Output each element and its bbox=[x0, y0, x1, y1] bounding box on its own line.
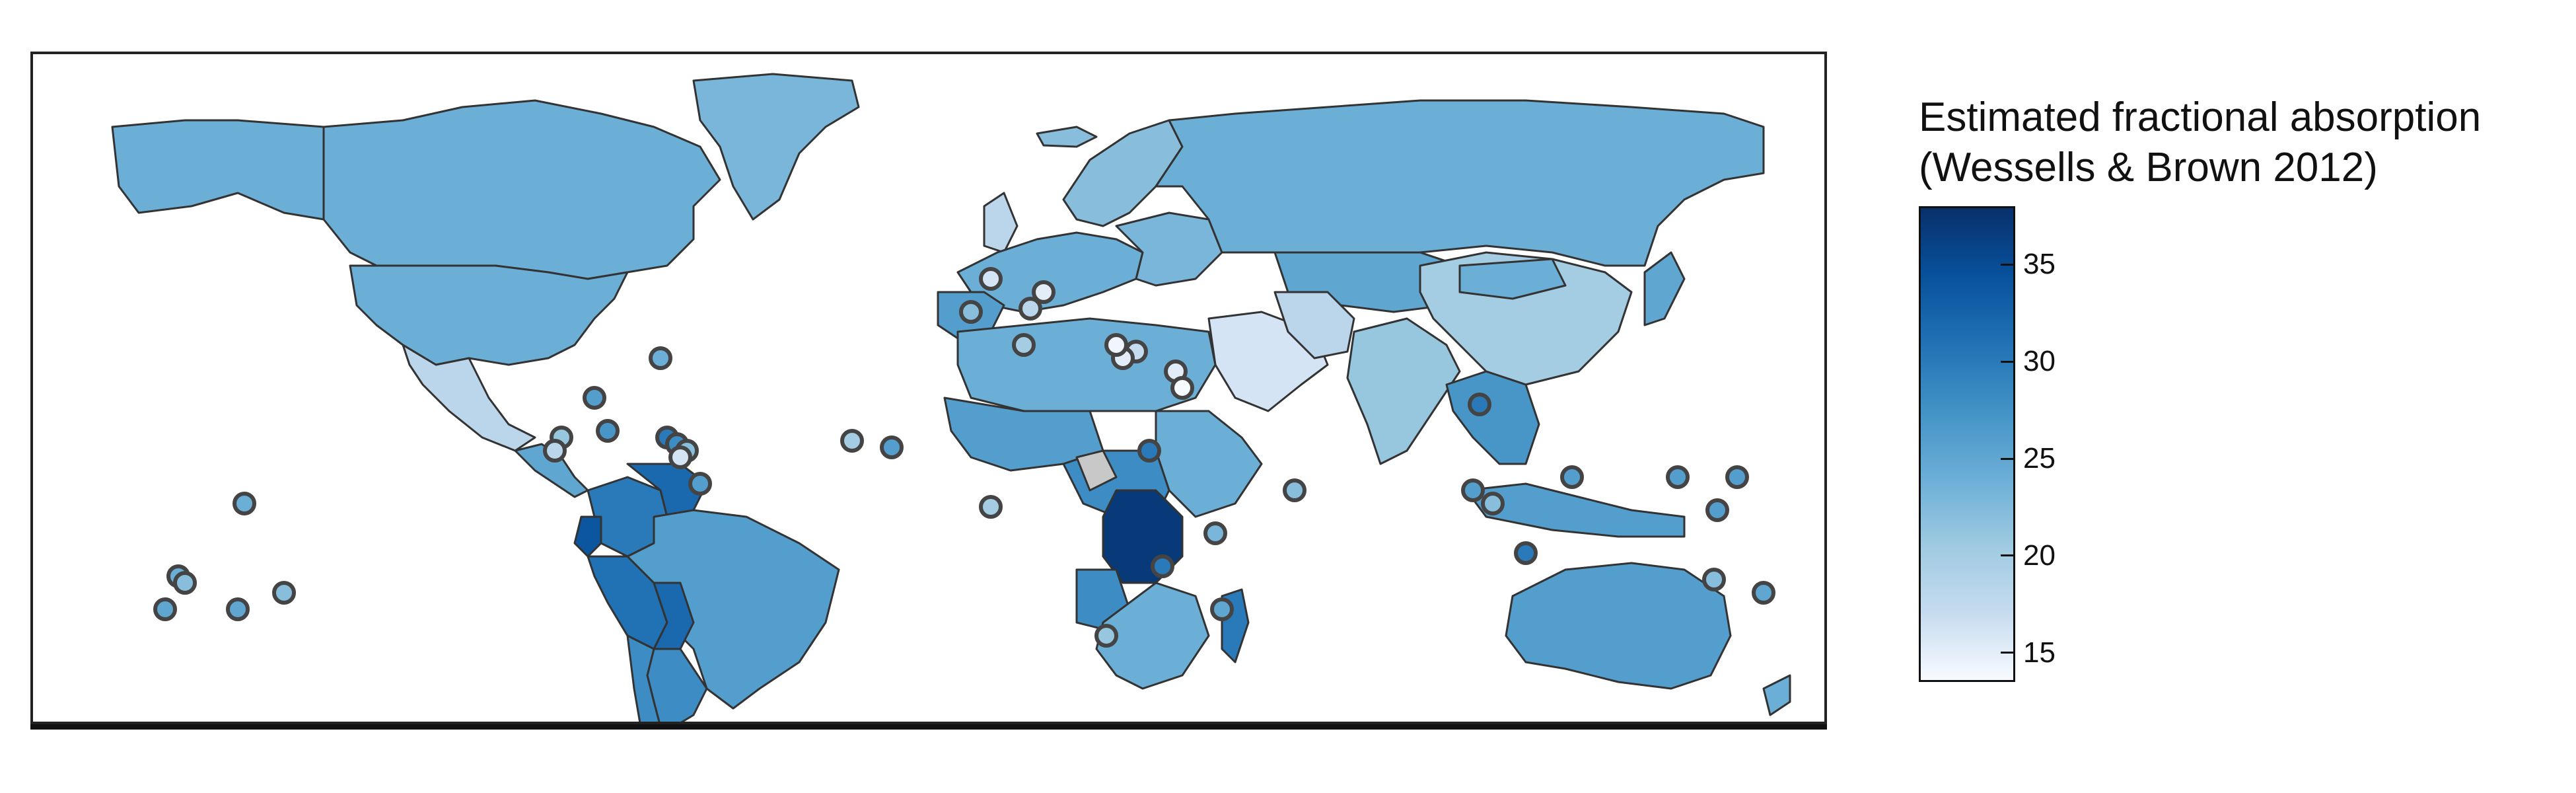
country-canada bbox=[322, 99, 721, 280]
island-marker bbox=[1752, 581, 1775, 605]
colorbar-tick-label: 25 bbox=[2023, 442, 2056, 475]
island-marker bbox=[880, 435, 904, 459]
country-no-data bbox=[1075, 449, 1118, 492]
colorbar-tick-label: 30 bbox=[2023, 345, 2056, 378]
island-marker bbox=[226, 597, 250, 621]
country-new-zealand bbox=[1762, 674, 1791, 716]
country-usa bbox=[349, 264, 629, 366]
island-marker bbox=[1514, 541, 1538, 565]
map-bottom-border bbox=[30, 724, 1827, 730]
country-alaska bbox=[111, 119, 325, 221]
island-marker bbox=[1203, 521, 1227, 545]
island-marker bbox=[1032, 280, 1055, 304]
island-marker bbox=[596, 419, 620, 443]
island-marker bbox=[979, 495, 1003, 519]
island-marker bbox=[668, 445, 692, 469]
island-marker bbox=[1461, 478, 1485, 502]
country-mexico bbox=[402, 344, 536, 452]
legend-title-line-2: (Wessells & Brown 2012) bbox=[1919, 145, 2378, 190]
island-marker bbox=[1666, 465, 1690, 489]
country-layer bbox=[111, 73, 1791, 722]
map-panel bbox=[30, 52, 1827, 724]
island-marker bbox=[1137, 439, 1161, 463]
country-southern-africa bbox=[1095, 582, 1210, 690]
island-marker bbox=[1468, 393, 1491, 416]
country-iran bbox=[1273, 291, 1355, 359]
island-marker bbox=[233, 492, 256, 515]
colorbar bbox=[1919, 206, 2015, 682]
island-marker bbox=[979, 267, 1003, 291]
colorbar-tick-label: 35 bbox=[2023, 248, 2056, 281]
country-southeast-asia bbox=[1445, 370, 1540, 465]
country-iceland bbox=[1036, 126, 1098, 148]
colorbar-tick-label: 15 bbox=[2023, 636, 2056, 669]
island-marker bbox=[1481, 492, 1505, 515]
country-australia bbox=[1505, 562, 1732, 690]
island-marker bbox=[840, 429, 864, 453]
island-marker bbox=[272, 581, 296, 605]
island-marker bbox=[1012, 333, 1036, 357]
island-marker bbox=[1283, 478, 1306, 502]
country-russia bbox=[1155, 99, 1765, 267]
country-chile bbox=[626, 634, 661, 722]
country-indonesia bbox=[1465, 482, 1686, 538]
country-brazil bbox=[626, 509, 840, 710]
island-marker bbox=[153, 597, 177, 621]
country-east-europe bbox=[1115, 211, 1223, 287]
island-marker bbox=[1170, 376, 1194, 400]
island-marker bbox=[173, 571, 197, 595]
country-east-africa bbox=[1155, 410, 1263, 518]
island-marker bbox=[583, 386, 606, 410]
world-map bbox=[111, 73, 1791, 722]
island-marker bbox=[1104, 333, 1128, 357]
island-marker bbox=[1210, 597, 1234, 621]
island-marker bbox=[959, 300, 983, 324]
island-marker bbox=[1151, 554, 1174, 578]
island-markers bbox=[153, 267, 1775, 648]
country-ecuador bbox=[573, 515, 602, 558]
country-india bbox=[1346, 317, 1461, 465]
legend-title: Estimated fractional absorption (Wessell… bbox=[1919, 93, 2481, 193]
island-marker bbox=[543, 439, 567, 463]
country-japan bbox=[1643, 251, 1686, 326]
island-marker bbox=[1560, 465, 1584, 489]
colorbar-tick-label: 20 bbox=[2023, 539, 2056, 572]
island-marker bbox=[1702, 568, 1726, 591]
country-uk bbox=[983, 192, 1019, 254]
island-marker bbox=[688, 472, 712, 496]
country-mongolia bbox=[1458, 258, 1567, 300]
country-greenland bbox=[692, 73, 860, 221]
legend-title-line-1: Estimated fractional absorption bbox=[1919, 94, 2482, 140]
island-marker bbox=[649, 346, 672, 370]
island-marker bbox=[1725, 465, 1749, 489]
island-marker bbox=[1094, 624, 1118, 648]
island-marker bbox=[1019, 297, 1042, 321]
island-marker bbox=[1705, 498, 1729, 522]
